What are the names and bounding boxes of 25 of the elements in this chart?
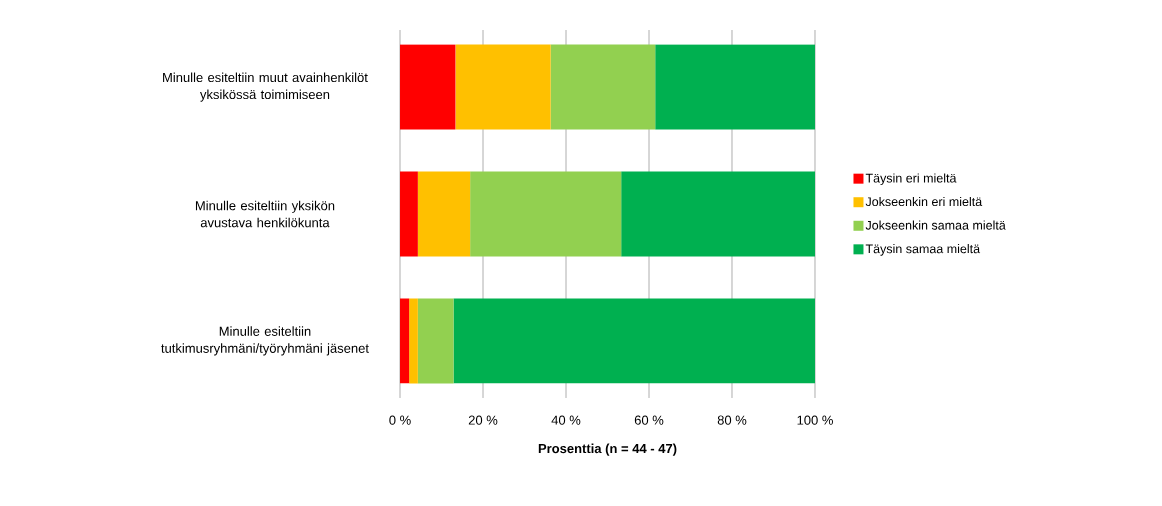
bar bbox=[409, 298, 418, 384]
x-axis-title: Prosenttia (n = 44 - 47) bbox=[538, 443, 677, 456]
legend-label: Täysin samaa mieltä bbox=[865, 244, 981, 256]
x-tick-label: 0 % bbox=[389, 415, 411, 425]
legend-label: Jokseenkin samaa mieltä bbox=[865, 220, 1006, 230]
bar bbox=[417, 298, 454, 384]
bar bbox=[621, 171, 815, 257]
x-tick-label: 40 % bbox=[551, 415, 581, 425]
legend-label: Täysin eri mieltä bbox=[865, 173, 957, 186]
bar bbox=[400, 44, 456, 130]
bar bbox=[417, 171, 471, 257]
y-tick-label: Minulle esiteltiin tutkimusryhmäni/työryhmäni jäsenet bbox=[161, 326, 369, 356]
y-tick-label: Minulle esiteltiin yksikön avustava henkilökunta bbox=[195, 200, 335, 228]
x-tick-label: 20 % bbox=[468, 415, 498, 425]
bar bbox=[400, 171, 418, 257]
bar bbox=[655, 44, 815, 130]
bar bbox=[550, 44, 656, 130]
x-tick-label: 80 % bbox=[717, 415, 747, 425]
y-tick-label: Minulle esiteltiin muut avainhenkilöt yksikössä toimimiseen bbox=[163, 72, 368, 102]
x-tick-label: 100 % bbox=[797, 415, 833, 425]
legend-label: Jokseenkin eri mieltä bbox=[865, 196, 983, 207]
bar bbox=[453, 298, 815, 384]
bar bbox=[455, 44, 551, 130]
bar bbox=[470, 171, 622, 257]
x-tick-label: 60 % bbox=[634, 415, 664, 425]
